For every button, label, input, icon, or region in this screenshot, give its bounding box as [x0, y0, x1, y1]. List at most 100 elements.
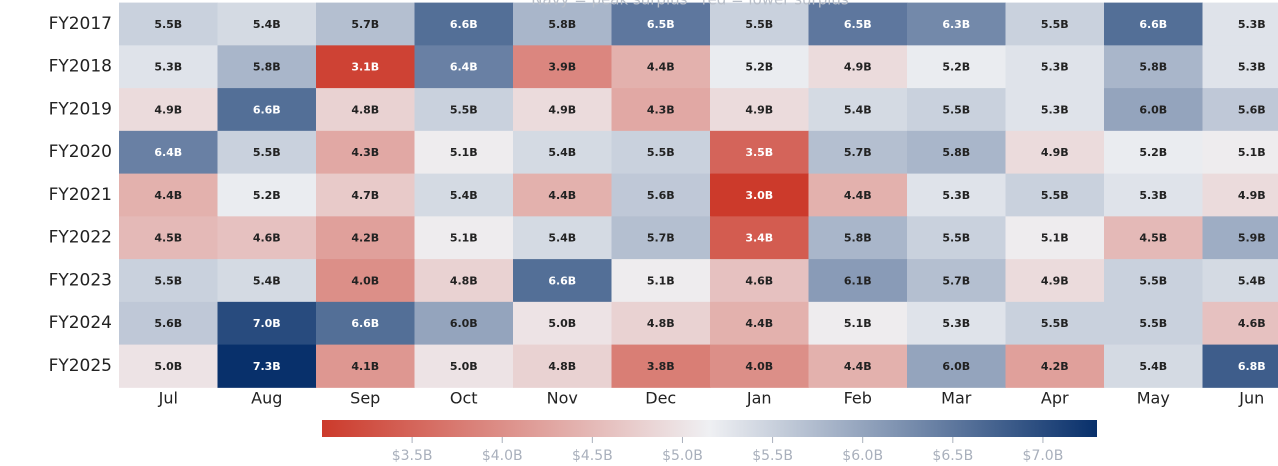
cell-label: 6.4B [450, 61, 478, 74]
cell-label: 4.3B [351, 146, 379, 159]
column-label: Aug [251, 389, 282, 408]
cell [611, 216, 711, 260]
cell-label: 5.7B [647, 232, 675, 245]
cell [119, 259, 218, 303]
cell [611, 45, 711, 89]
cell-label: 6.3B [942, 18, 970, 31]
cell [808, 130, 908, 175]
cell-label: 4.9B [1041, 274, 1069, 287]
cell-label: 5.3B [1041, 61, 1069, 74]
cell-label: 5.5B [1041, 317, 1069, 330]
cell [217, 88, 317, 132]
cell-label: 5.4B [548, 146, 576, 159]
cell [119, 2, 218, 46]
cell-label: 5.5B [745, 18, 773, 31]
cell [907, 344, 1006, 388]
cell [513, 130, 612, 175]
cell [710, 301, 809, 346]
cell-label: 6.5B [647, 18, 675, 31]
colorbar-tick-label: $6.5B [932, 448, 973, 464]
cell-label: 5.3B [942, 189, 970, 202]
cell-label: 5.7B [844, 146, 872, 159]
cell-label: 6.4B [154, 146, 182, 159]
cell [217, 259, 317, 303]
cell-label: 5.7B [351, 18, 379, 31]
cell [414, 259, 514, 303]
cell [611, 301, 711, 346]
cell [1005, 216, 1105, 260]
cell [907, 88, 1006, 132]
cell [316, 2, 415, 46]
cell-label: 5.5B [154, 18, 182, 31]
cell [513, 259, 612, 303]
cell-label: 5.4B [253, 18, 281, 31]
row-label: FY2021 [49, 185, 112, 205]
cell [1104, 216, 1203, 260]
cell-label: 6.6B [450, 18, 478, 31]
cell-label: 6.6B [351, 317, 379, 330]
row-label: FY2024 [49, 313, 112, 333]
cell [1005, 173, 1105, 217]
cell [414, 130, 514, 175]
cell-label: 5.3B [1238, 61, 1266, 74]
cell-label: 4.9B [1041, 146, 1069, 159]
colorbar-tick-label: $5.0B [662, 448, 703, 464]
column-label: Apr [1041, 389, 1069, 408]
cell [1202, 259, 1278, 303]
cell [513, 173, 612, 217]
cell-label: 6.6B [548, 274, 576, 287]
cell [611, 130, 711, 175]
cell-label: 5.4B [253, 274, 281, 287]
cell-label: 5.5B [154, 274, 182, 287]
cell-label: 4.4B [844, 189, 872, 202]
cell-label: 5.0B [154, 360, 182, 373]
cell-label: 5.1B [844, 317, 872, 330]
cell-label: 4.2B [1041, 360, 1069, 373]
column-label: May [1137, 389, 1170, 408]
cell-label: 3.4B [745, 232, 773, 245]
cell-label: 5.8B [1139, 61, 1167, 74]
cell-label: 5.8B [844, 232, 872, 245]
cell-label: 4.1B [351, 360, 379, 373]
cell [710, 88, 809, 132]
cell [907, 301, 1006, 346]
cell-label: 6.1B [844, 274, 872, 287]
cell-label: 5.2B [942, 61, 970, 74]
row-label: FY2018 [49, 57, 112, 77]
cell-label: 4.4B [844, 360, 872, 373]
colorbar-tick-label: $6.0B [842, 448, 883, 464]
cell [316, 301, 415, 346]
cell-label: 3.1B [351, 61, 379, 74]
cell [808, 173, 908, 217]
cell-label: 7.0B [253, 317, 281, 330]
cell-label: 6.0B [942, 360, 970, 373]
cell [513, 301, 612, 346]
cell [1104, 2, 1203, 46]
cell-label: 6.8B [1238, 360, 1266, 373]
cell-label: 5.2B [1139, 146, 1167, 159]
cell [119, 301, 218, 346]
column-label: Oct [450, 389, 478, 408]
cell [611, 259, 711, 303]
cell-label: 5.5B [942, 103, 970, 116]
cell [611, 173, 711, 217]
cell [316, 45, 415, 89]
cell [907, 45, 1006, 89]
cell [414, 344, 514, 388]
cell-label: 6.0B [1139, 103, 1167, 116]
cell-label: 4.8B [351, 103, 379, 116]
cell [808, 2, 908, 46]
colorbar [322, 420, 1097, 437]
cell-label: 5.6B [1238, 103, 1266, 116]
colorbar-tick-label: $5.5B [752, 448, 793, 464]
cell [710, 344, 809, 388]
cell [1202, 344, 1278, 388]
cell-label: 4.6B [1238, 317, 1266, 330]
cell [217, 2, 317, 46]
cell [217, 45, 317, 89]
row-label: FY2017 [49, 14, 112, 34]
cell-label: 5.8B [548, 18, 576, 31]
cell-label: 5.4B [1139, 360, 1167, 373]
row-label: FY2019 [49, 99, 112, 119]
